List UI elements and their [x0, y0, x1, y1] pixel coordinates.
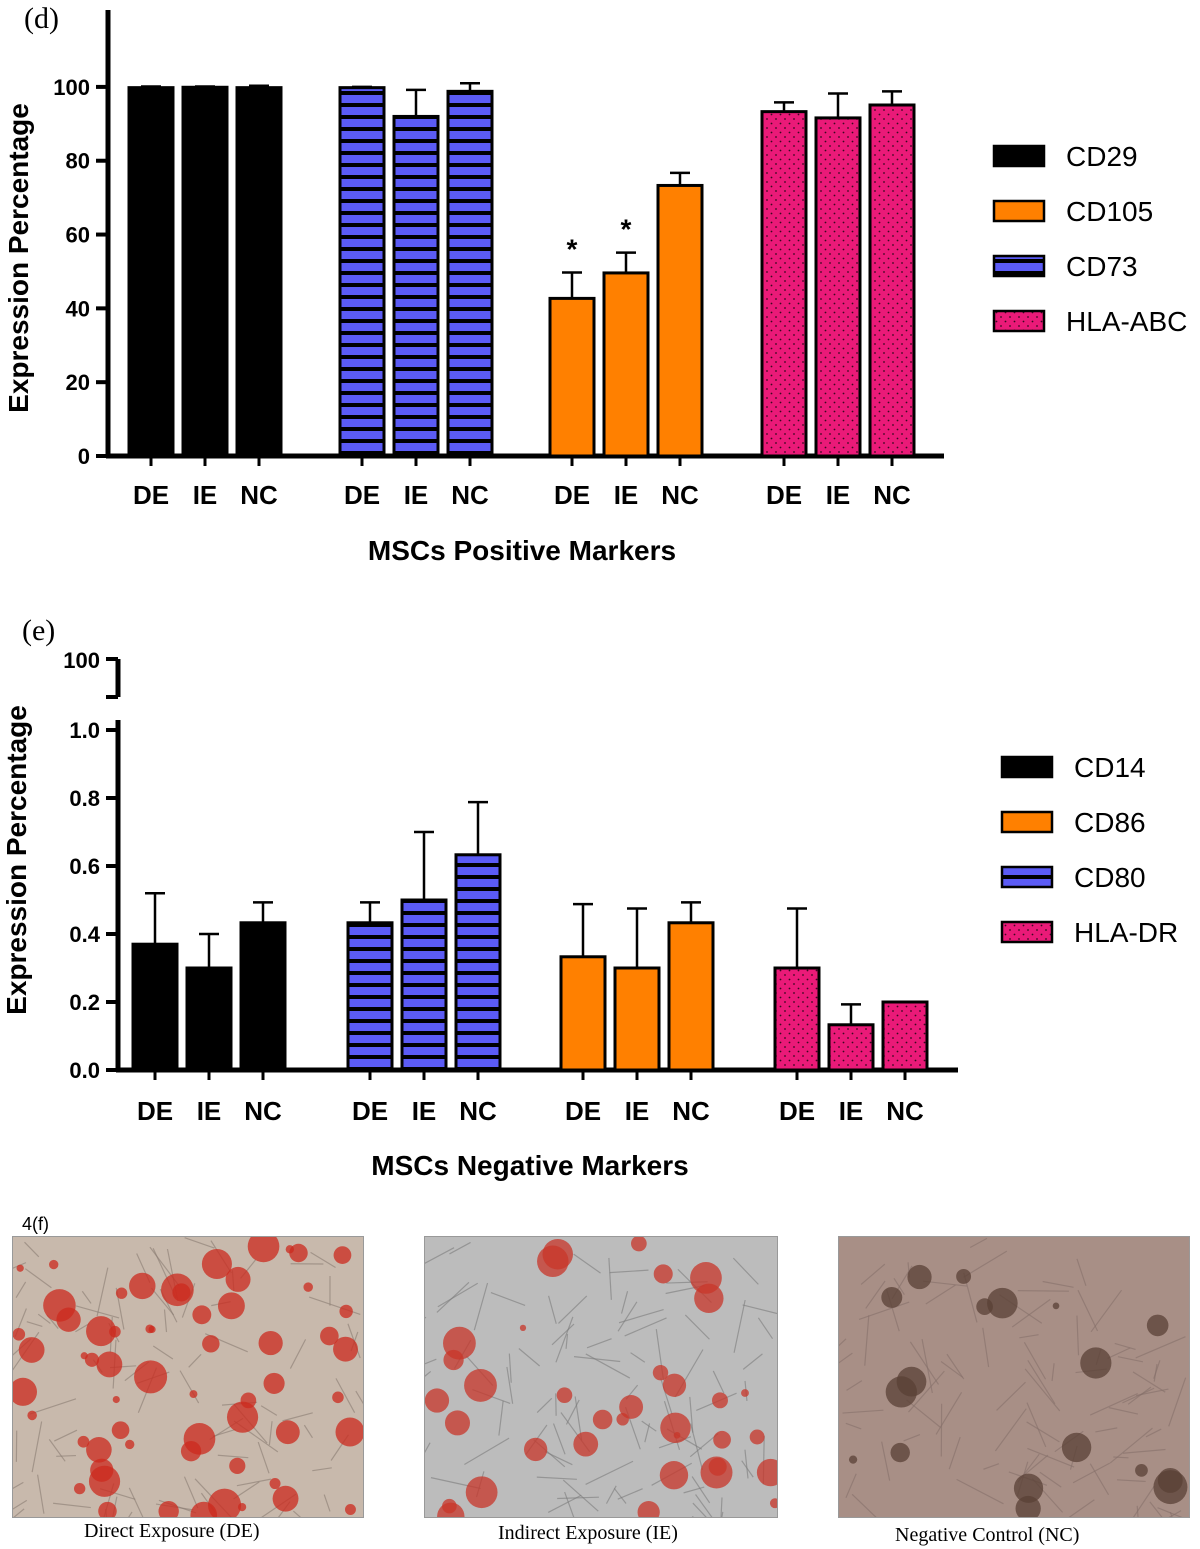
x-tick-label: NC	[459, 1096, 497, 1126]
legend-label-hla-dr: HLA-DR	[1074, 917, 1178, 948]
y-break-label: 100	[63, 648, 100, 673]
x-tick-label: IE	[839, 1096, 864, 1126]
bar-cd29-ie	[181, 85, 229, 458]
bar-cd29-nc	[235, 86, 283, 458]
x-tick-label: IE	[197, 1096, 222, 1126]
legend-label-cd86: CD86	[1074, 807, 1146, 838]
bar-cd105-de	[548, 296, 596, 458]
x-tick-label: DE	[565, 1096, 601, 1126]
bar-cd80-ie	[400, 898, 448, 1072]
x-tick-label: DE	[137, 1096, 173, 1126]
y-tick-label: 0.8	[69, 786, 100, 811]
bar-cd73-ie	[392, 114, 440, 458]
x-tick-label: DE	[554, 480, 590, 510]
x-tick-label: NC	[451, 480, 489, 510]
caption-de: Direct Exposure (DE)	[84, 1520, 260, 1542]
y-tick-label: 0.2	[69, 990, 100, 1015]
bar-cd80-nc	[454, 853, 502, 1072]
y-tick-label: 0.0	[69, 1058, 100, 1083]
legend-swatch-hla-dr	[1000, 920, 1054, 944]
y-tick-label: 40	[66, 296, 90, 321]
x-tick-label: IE	[625, 1096, 650, 1126]
bar-cd86-nc	[667, 921, 715, 1072]
y-axis-title: Expression Percentage	[3, 103, 34, 413]
positive-markers-chart: 0 20 40 60 80 100 Expression Percentage MSCs Po…	[3, 10, 1187, 566]
photo-direct-exposure	[12, 1236, 364, 1518]
legend-swatch-cd86	[1000, 810, 1054, 834]
micrograph-ie	[425, 1237, 777, 1517]
x-tick-label: NC	[886, 1096, 924, 1126]
x-tick-label: IE	[826, 480, 851, 510]
bar-cd105-ie	[602, 271, 650, 458]
significance-marker: *	[621, 214, 632, 245]
legend-swatch-cd14	[1000, 755, 1054, 779]
legend-label-cd14: CD14	[1074, 752, 1146, 783]
legend-swatch-cd105	[992, 199, 1046, 223]
x-tick-label: IE	[193, 480, 218, 510]
caption-ie: Indirect Exposure (IE)	[498, 1522, 678, 1544]
bar-cd73-nc	[446, 89, 494, 458]
significance-marker: *	[567, 234, 578, 265]
bar-hla-dr-ie	[827, 1023, 875, 1072]
bar-hla-dr-de	[773, 966, 821, 1072]
x-axis-title: MSCs Positive Markers	[368, 535, 676, 566]
bar-cd86-de	[559, 955, 607, 1072]
bar-cd29-de	[127, 86, 175, 458]
y-tick-label: 100	[53, 75, 90, 100]
legend-swatch-cd80	[1000, 865, 1054, 889]
bar-cd105-nc	[656, 183, 704, 458]
panel-label-d: (d)	[24, 2, 59, 35]
bar-cd80-de	[346, 921, 394, 1072]
bar-cd14-ie	[185, 966, 233, 1072]
y-tick-label: 60	[66, 223, 90, 248]
x-tick-label: DE	[779, 1096, 815, 1126]
y-tick-label: 0.6	[69, 854, 100, 879]
y-axis-title: Expression Percentage	[1, 705, 32, 1015]
legend-label-cd73: CD73	[1066, 251, 1138, 282]
micrograph-nc	[839, 1237, 1189, 1517]
y-tick-label: 1.0	[69, 718, 100, 743]
panel-label-e: (e)	[22, 614, 56, 647]
x-tick-label: NC	[240, 480, 278, 510]
bar-cd86-ie	[613, 966, 661, 1072]
bar-hla-dr-nc	[881, 1000, 929, 1072]
bar-cd14-nc	[239, 921, 287, 1072]
y-tick-label: 80	[66, 149, 90, 174]
x-tick-label: DE	[766, 480, 802, 510]
legend-label-hla-abc: HLA-ABC	[1066, 306, 1187, 337]
micrograph-de	[13, 1237, 363, 1517]
photo-negative-control	[838, 1236, 1190, 1518]
photo-indirect-exposure	[424, 1236, 778, 1518]
x-tick-label: NC	[672, 1096, 710, 1126]
legend-label-cd105: CD105	[1066, 196, 1153, 227]
negative-markers-chart: 100 0.0 0.2 0.4 0.6 0.8 1.0 Expression Percenta…	[1, 648, 1178, 1181]
panel-label-f: 4(f)	[22, 1214, 49, 1234]
x-tick-label: IE	[614, 480, 639, 510]
bar-hla-abc-de	[760, 110, 808, 458]
legend-swatch-cd73	[992, 254, 1046, 278]
x-tick-label: DE	[344, 480, 380, 510]
y-tick-label: 0.4	[69, 922, 100, 947]
legend-label-cd29: CD29	[1066, 141, 1138, 172]
y-tick-label: 0	[78, 444, 90, 469]
x-tick-label: DE	[352, 1096, 388, 1126]
legend-label-cd80: CD80	[1074, 862, 1146, 893]
bar-cd73-de	[338, 86, 386, 458]
x-tick-label: NC	[873, 480, 911, 510]
legend-swatch-hla-abc	[992, 309, 1046, 333]
y-tick-label: 20	[66, 370, 90, 395]
bar-cd14-de	[131, 942, 179, 1072]
bar-hla-abc-nc	[868, 103, 916, 458]
x-tick-label: NC	[661, 480, 699, 510]
bar-hla-abc-ie	[814, 116, 862, 458]
x-tick-label: DE	[133, 480, 169, 510]
x-tick-label: IE	[404, 480, 429, 510]
x-tick-label: NC	[244, 1096, 282, 1126]
x-tick-label: IE	[412, 1096, 437, 1126]
legend-swatch-cd29	[992, 144, 1046, 168]
caption-nc: Negative Control (NC)	[895, 1524, 1080, 1546]
x-axis-title: MSCs Negative Markers	[371, 1150, 688, 1181]
